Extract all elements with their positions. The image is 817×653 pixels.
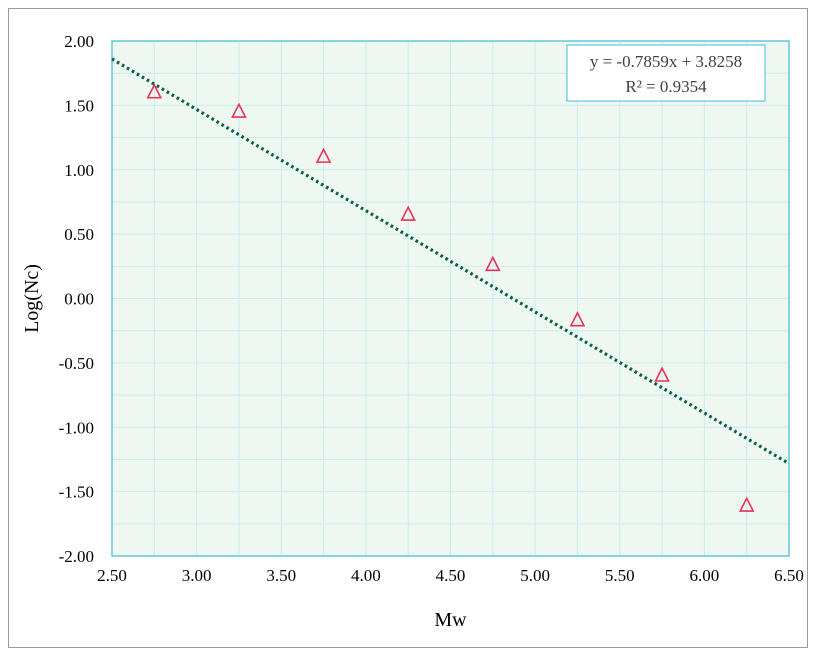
x-tick-label: 2.50 [97,566,127,585]
y-tick-label: -2.00 [59,547,94,566]
grid [112,41,789,556]
plot-border [111,40,790,557]
x-tick-label: 5.50 [605,566,635,585]
equation-label: y = -0.7859x + 3.8258 [590,52,742,71]
data-points [146,83,755,512]
y-tick-label: 0.00 [64,290,94,309]
y-axis-ticks: 2.00 1.50 1.00 0.50 0.00 -0.50 -1.00 -1.50 -2.00 [59,32,94,566]
y-tick-label: -1.50 [59,483,94,502]
data-point [231,102,247,118]
x-tick-label: 5.00 [520,566,550,585]
y-tick-label: 0.50 [64,225,94,244]
x-tick-label: 6.00 [690,566,720,585]
equation-box: y = -0.7859x + 3.8258 R² = 0.9354 [566,44,766,102]
trendline [111,57,790,466]
y-tick-label: 1.00 [64,161,94,180]
data-point [738,496,755,512]
data-point [485,255,501,272]
equation-box-frame [566,44,766,102]
data-point [146,83,163,99]
x-tick-label: 6.50 [774,566,804,585]
x-tick-label: 4.00 [351,566,381,585]
data-point [569,311,586,327]
x-axis-ticks: 2.50 3.00 3.50 4.00 4.50 5.00 5.50 6.00 6.50 [97,566,804,585]
y-tick-label: 1.50 [64,96,94,115]
y-tick-label: -1.00 [59,418,94,437]
y-tick-label: -0.50 [59,354,94,373]
x-tick-label: 3.50 [266,566,296,585]
x-tick-label: 4.50 [436,566,466,585]
data-point [315,147,332,163]
x-axis-title: Mw [434,609,467,631]
r-squared-label: R² = 0.9354 [625,77,707,96]
data-point [654,366,670,382]
x-tick-label: 3.00 [182,566,212,585]
y-tick-label: 2.00 [64,32,94,51]
data-point [400,205,416,221]
y-axis-title: Log(Nc) [21,264,43,333]
